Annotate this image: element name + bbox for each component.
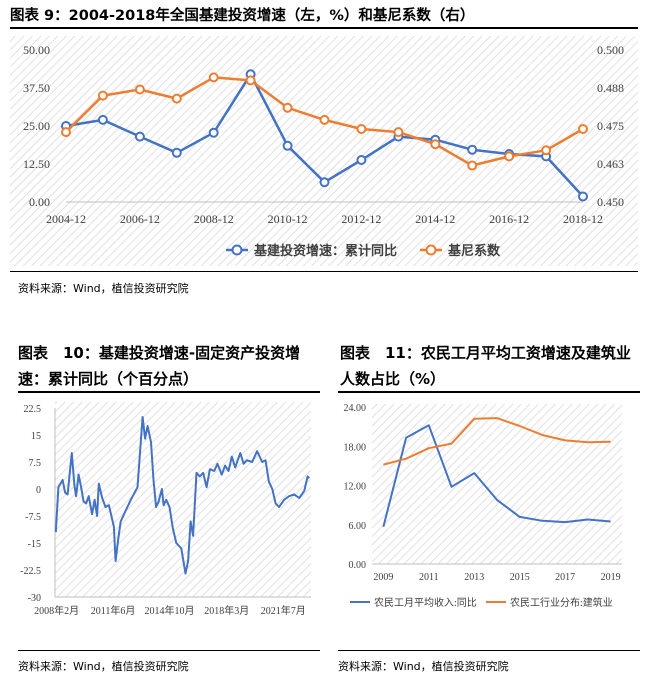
y-right-tick-label: 0.475 xyxy=(597,119,624,133)
y-tick-label: 12.00 xyxy=(344,482,367,493)
data-point-gini xyxy=(430,139,441,150)
legend-marker-infra-growth xyxy=(231,244,243,256)
x-tick-label: 2018年3月 xyxy=(204,604,249,617)
data-point-gini xyxy=(467,160,478,171)
data-point-infra-growth xyxy=(171,147,182,158)
figure-10-plot-background xyxy=(55,402,311,597)
data-point-gini xyxy=(282,102,293,113)
y-tick-label: 0.00 xyxy=(349,560,367,571)
y-left-tick-label: 50.00 xyxy=(23,43,50,57)
series-line-construction-share xyxy=(383,417,611,466)
figure-10-top-rule xyxy=(18,391,320,393)
x-tick-label: 2010-12 xyxy=(268,212,308,226)
data-point-infra-growth xyxy=(282,140,293,151)
x-tick-label: 2014年10月 xyxy=(145,604,195,617)
legend-marker-gini xyxy=(425,244,437,256)
y-tick-label: 15 xyxy=(31,431,41,442)
legend-label-construction-share: 农民工行业分布:建筑业 xyxy=(510,596,613,609)
y-tick-label: 22.5 xyxy=(24,404,42,415)
y-tick-label: 18.00 xyxy=(344,442,367,453)
data-point-gini xyxy=(97,90,108,101)
data-point-gini xyxy=(578,124,588,134)
data-point-infra-growth xyxy=(578,191,588,202)
y-right-tick-label: 0.500 xyxy=(597,43,624,57)
figure-9-chart-background xyxy=(10,36,638,266)
x-tick-label: 2019 xyxy=(601,572,621,583)
figure-11-bottom-rule xyxy=(338,650,640,651)
legend-label-infra-growth: 基建投资增速：累计同比 xyxy=(253,243,397,258)
figure-9-top-rule xyxy=(10,27,638,29)
y-left-tick-label: 25.00 xyxy=(23,119,50,133)
figure-11-source: 资料来源：Wind，植信投资研究院 xyxy=(338,660,509,673)
x-tick-label: 2013 xyxy=(464,572,484,583)
x-tick-label: 2011 xyxy=(419,572,439,583)
data-point-infra-growth xyxy=(208,127,219,138)
y-tick-label: 0 xyxy=(36,485,41,496)
y-tick-label: 7.5 xyxy=(29,458,42,469)
y-tick-label: -15 xyxy=(28,539,41,550)
y-right-tick-label: 0.488 xyxy=(597,81,624,95)
data-point-gini xyxy=(61,127,71,138)
y-tick-label: -7.5 xyxy=(25,512,41,523)
data-point-gini xyxy=(171,93,182,104)
data-point-gini xyxy=(541,145,552,156)
data-point-infra-growth xyxy=(356,155,367,165)
x-tick-label: 2009 xyxy=(373,572,393,583)
data-point-gini xyxy=(134,84,145,95)
y-tick-label: -30 xyxy=(28,593,41,604)
figure-10-source: 资料来源：Wind，植信投资研究院 xyxy=(18,660,189,673)
figure-11-plot-background xyxy=(372,404,622,564)
x-tick-label: 2004-12 xyxy=(46,212,86,226)
legend-label-gini: 基尼系数 xyxy=(447,243,501,258)
x-tick-label: 2016-12 xyxy=(489,212,529,226)
y-right-tick-label: 0.450 xyxy=(597,195,624,209)
figure-11-title: 图表 11：农民工月平均工资增速及建筑业人数占比（%） xyxy=(340,344,631,388)
x-tick-label: 2012-12 xyxy=(341,212,381,226)
figure-10-bottom-rule xyxy=(18,650,320,651)
data-point-gini xyxy=(208,72,219,83)
data-point-gini xyxy=(245,75,256,86)
figure-11-top-rule xyxy=(338,391,640,393)
x-tick-label: 2015 xyxy=(510,572,530,583)
data-point-infra-growth xyxy=(467,144,478,155)
data-point-infra-growth xyxy=(134,131,145,142)
x-tick-label: 2021年7月 xyxy=(261,604,306,617)
data-point-gini xyxy=(356,124,367,134)
y-right-tick-label: 0.463 xyxy=(597,157,624,171)
figure-9-title: 图表 9：2004-2018年全国基建投资增速（左，%）和基尼系数（右） xyxy=(10,8,475,24)
x-tick-label: 2008-12 xyxy=(194,212,234,226)
legend-label-wage-growth: 农民工月平均收入:同比 xyxy=(374,596,477,609)
x-tick-label: 2011年6月 xyxy=(91,604,136,617)
figure-10-title: 图表 10：基建投资增速-固定资产投资增速：累计同比（个百分点） xyxy=(18,344,301,388)
data-point-infra-growth xyxy=(97,114,108,125)
data-point-infra-growth xyxy=(319,177,330,188)
y-tick-label: 6.00 xyxy=(349,521,367,532)
x-tick-label: 2008年2月 xyxy=(34,604,79,617)
series-line-wage-growth xyxy=(382,424,611,527)
figure-9-bottom-rule xyxy=(10,271,638,272)
y-tick-label: -22.5 xyxy=(20,566,41,577)
x-tick-label: 2018-12 xyxy=(563,212,603,226)
data-point-gini xyxy=(393,127,404,138)
y-left-tick-label: 37.50 xyxy=(23,81,50,95)
data-point-gini xyxy=(319,114,330,125)
series-line-infra-minus-fai xyxy=(54,416,311,575)
x-tick-label: 2017 xyxy=(555,572,575,583)
data-point-gini xyxy=(504,151,515,162)
y-left-tick-label: 0.00 xyxy=(29,195,50,209)
x-tick-label: 2006-12 xyxy=(120,212,160,226)
y-tick-label: 24.00 xyxy=(344,403,367,414)
figure-9-source: 资料来源：Wind，植信投资研究院 xyxy=(18,282,189,295)
y-left-tick-label: 12.50 xyxy=(23,157,50,171)
x-tick-label: 2014-12 xyxy=(415,212,455,226)
